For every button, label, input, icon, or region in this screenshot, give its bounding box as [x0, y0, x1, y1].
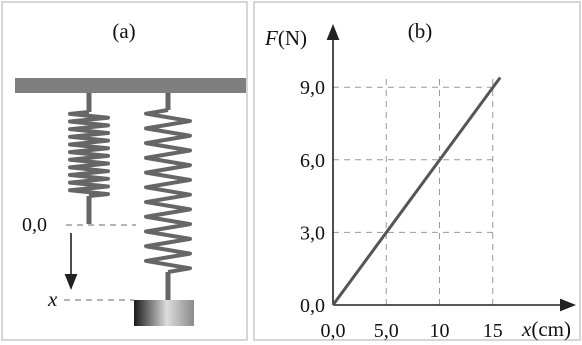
tick-labels: 0,0 5,0 10 15 0,0 3,0 6,0 9,0 — [300, 77, 503, 342]
x-tick-label: 10 — [430, 320, 450, 342]
zero-marker-label: 0,0 — [22, 214, 47, 236]
hanging-mass — [134, 300, 194, 326]
y-tick-label: 6,0 — [300, 150, 325, 172]
y-axis-title: F(N) — [264, 26, 307, 50]
panel-b-label: (b) — [408, 19, 433, 43]
panel-a-border — [1, 1, 248, 341]
x-axis-unit: (cm) — [531, 317, 571, 341]
y-axis-unit: (N) — [278, 26, 307, 50]
y-tick-label: 9,0 — [300, 77, 325, 99]
y-tick-label: 0,0 — [300, 295, 325, 317]
ceiling — [15, 78, 246, 93]
spring-unstretched — [68, 93, 110, 224]
panel-b: (b) F(N) x(cm) 0,0 5,0 10 15 0,0 3,0 6,0 9,0 — [253, 1, 581, 342]
spring-stretched — [144, 93, 192, 300]
data-series — [331, 76, 502, 306]
x-axis-title: x(cm) — [521, 317, 571, 341]
panel-b-border — [253, 1, 581, 341]
x-tick-label: 5,0 — [374, 320, 399, 342]
x-tick-label: 0,0 — [321, 320, 346, 342]
x-marker-label: x — [47, 287, 58, 311]
force-extension-line — [331, 76, 502, 306]
y-tick-label: 3,0 — [300, 222, 325, 244]
x-axis-symbol: x — [521, 317, 532, 341]
x-tick-label: 15 — [483, 320, 503, 342]
grid-lines — [333, 76, 497, 305]
panel-a: (a) 0,0 x — [1, 1, 248, 341]
panel-a-label: (a) — [112, 19, 135, 43]
y-axis-symbol: F — [264, 26, 278, 50]
